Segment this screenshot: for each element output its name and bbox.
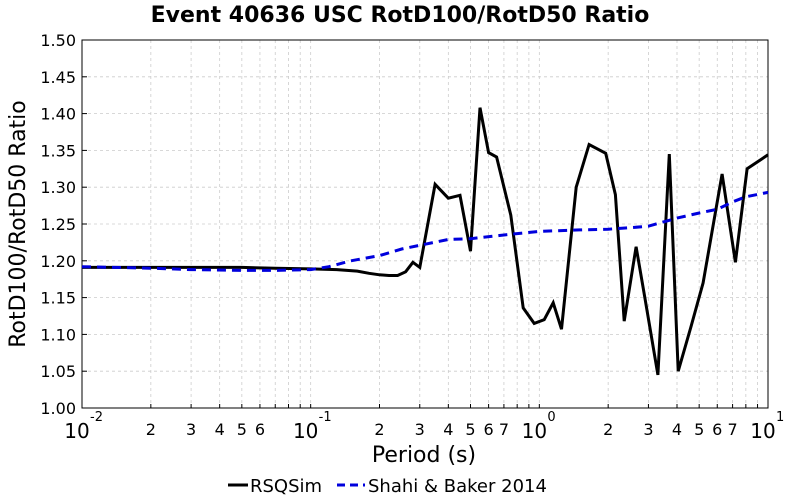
x-tick-label-major: 10 xyxy=(522,419,547,443)
y-tick-label: 1.20 xyxy=(40,252,76,271)
x-tick-label-minor: 3 xyxy=(186,420,196,439)
x-tick-label-minor: 2 xyxy=(146,420,156,439)
x-tick-label-minor: 3 xyxy=(415,420,425,439)
y-tick-label: 1.10 xyxy=(40,325,76,344)
x-tick-label-exponent: -1 xyxy=(319,410,332,425)
y-tick-label: 1.35 xyxy=(40,141,76,160)
y-tick-label: 1.25 xyxy=(40,215,76,234)
y-tick-label: 1.50 xyxy=(40,31,76,50)
legend-label-shahi-baker: Shahi & Baker 2014 xyxy=(368,476,547,497)
chart-title: Event 40636 USC RotD100/RotD50 Ratio xyxy=(151,3,650,28)
x-tick-label-minor: 4 xyxy=(443,420,453,439)
x-tick-label-minor: 4 xyxy=(672,420,682,439)
x-tick-label-minor: 5 xyxy=(465,420,475,439)
x-axis-label: Period (s) xyxy=(372,443,476,468)
x-tick-label-minor: 6 xyxy=(712,420,722,439)
y-tick-label: 1.40 xyxy=(40,105,76,124)
plot-frame xyxy=(81,39,769,409)
x-tick-label-minor: 7 xyxy=(499,420,509,439)
x-tick-label-major: 10 xyxy=(293,419,318,443)
x-tick-label-minor: 7 xyxy=(727,420,737,439)
x-tick-label-minor: 5 xyxy=(237,420,247,439)
y-tick-label: 1.45 xyxy=(40,68,76,87)
x-tick-label-major: 10 xyxy=(750,419,775,443)
x-tick-label-exponent: -2 xyxy=(90,410,103,425)
x-tick-label-minor: 4 xyxy=(215,420,225,439)
x-tick-label-major: 10 xyxy=(64,419,89,443)
x-tick-label-minor: 5 xyxy=(694,420,704,439)
y-tick-label: 1.00 xyxy=(40,399,76,418)
axes xyxy=(81,39,769,409)
x-tick-label-exponent: 0 xyxy=(547,410,555,425)
y-tick-label: 1.15 xyxy=(40,289,76,308)
x-tick-label-minor: 3 xyxy=(643,420,653,439)
y-tick-label: 1.05 xyxy=(40,362,76,381)
series-line-rsqsim xyxy=(82,107,769,376)
y-axis-label: RotD100/RotD50 Ratio xyxy=(6,100,31,348)
x-tick-label-minor: 2 xyxy=(374,420,384,439)
series-line-shahi-baker xyxy=(81,190,769,272)
x-tick-label-minor: 6 xyxy=(484,420,494,439)
tick-labels: 1.00 1.05 1.10 1.15 1.20 1.25 1.30 1.35 1.40 1.45… xyxy=(40,31,784,443)
x-tick-label-minor: 6 xyxy=(255,420,265,439)
y-tick-label: 1.30 xyxy=(40,178,76,197)
legend: RSQSim Shahi & Baker 2014 xyxy=(228,476,547,497)
legend-label-rsqsim: RSQSim xyxy=(250,476,322,497)
x-tick-label-exponent: 1 xyxy=(776,410,784,425)
series-lines xyxy=(81,107,769,376)
x-tick-label-minor: 2 xyxy=(603,420,613,439)
